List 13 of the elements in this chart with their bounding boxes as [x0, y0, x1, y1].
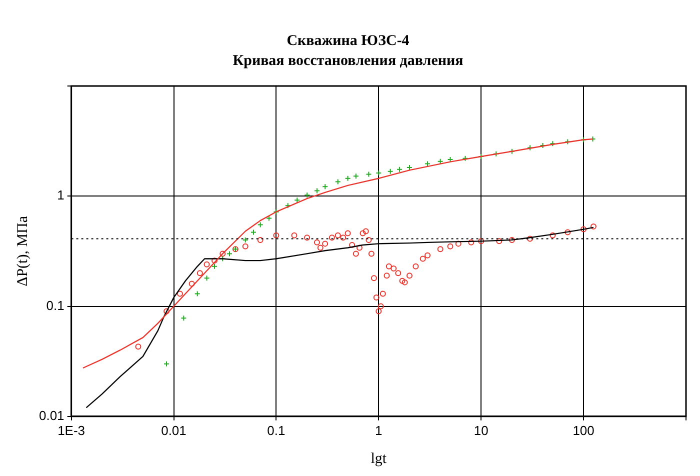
- x-tick-label: 0.1: [267, 422, 286, 438]
- y-axis-title: ΔP(t), МПа: [14, 216, 31, 286]
- y-tick-label: 0.1: [46, 298, 64, 313]
- y-tick-label: 0.01: [38, 408, 64, 423]
- x-tick-label: 0.01: [161, 422, 186, 438]
- x-tick-label: 10: [474, 422, 488, 438]
- x-axis-title: lgt: [370, 450, 388, 467]
- x-tick-label: 1: [375, 422, 382, 438]
- x-tick-label: 100: [572, 422, 594, 438]
- chart-subtitle: Кривая восстановления давления: [232, 52, 464, 69]
- x-tick-label: 1E-3: [58, 422, 86, 438]
- chart-title: Скважина ЮЗС-4: [286, 32, 410, 49]
- y-tick-label: 1: [57, 188, 64, 203]
